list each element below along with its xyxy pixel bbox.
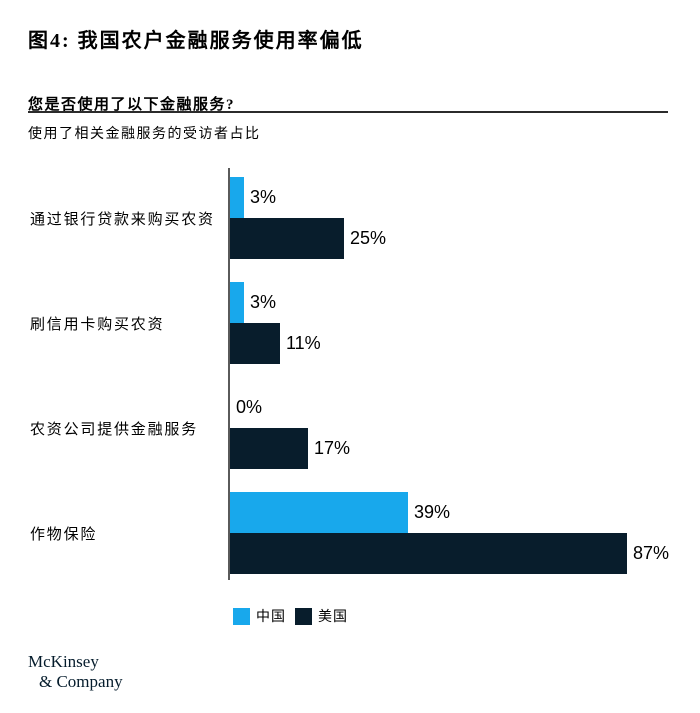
bar-group-0: 通过银行贷款来购买农资 3% 25% (0, 177, 700, 259)
bar-row-china: 39% (230, 492, 450, 533)
chart-question: 您是否使用了以下金融服务? (28, 97, 236, 113)
value-label: 39% (414, 502, 451, 522)
legend-swatch-icon (233, 607, 250, 625)
value-label: 3% (250, 187, 277, 207)
bar-china (230, 177, 244, 218)
bar-china (230, 282, 244, 323)
value-label: 11% (286, 333, 321, 353)
bar-row-china: 0% (230, 387, 262, 428)
bar-group-2: 农资公司提供金融服务 0% 17% (0, 387, 700, 469)
bar-us (230, 428, 308, 469)
value-label: 87% (633, 543, 670, 563)
legend-item-china: 中国 (233, 606, 286, 626)
mckinsey-logo: McKinsey & Company (28, 652, 123, 692)
logo-line2: & Company (39, 672, 123, 691)
value-label: 17% (314, 438, 351, 458)
legend-item-us: 美国 (295, 606, 348, 626)
bar-us (230, 323, 280, 364)
bar-group-3: 作物保险 39% 87% (0, 492, 700, 574)
legend-label: 美国 (318, 610, 348, 625)
bar-china (230, 492, 408, 533)
category-label: 通过银行贷款来购买农资 (30, 211, 215, 228)
bar-us (230, 533, 627, 574)
bar-us (230, 218, 344, 259)
bar-group-1: 刷信用卡购买农资 3% 11% (0, 282, 700, 364)
legend-swatch-icon (295, 607, 312, 625)
header-rule (28, 111, 668, 113)
category-label: 刷信用卡购买农资 (30, 316, 165, 333)
bar-row-us: 11% (230, 323, 321, 364)
bar-row-us: 17% (230, 428, 350, 469)
y-axis-line (228, 168, 230, 580)
legend-label: 中国 (256, 610, 286, 625)
bar-row-us: 87% (230, 533, 669, 574)
chart-description: 使用了相关金融服务的受访者占比 (28, 127, 261, 142)
value-label: 0% (236, 397, 263, 417)
value-label: 3% (250, 292, 277, 312)
bar-row-china: 3% (230, 282, 276, 323)
category-label: 作物保险 (30, 526, 98, 543)
bar-row-us: 25% (230, 218, 386, 259)
figure-title: 图4: 我国农户金融服务使用率偏低 (28, 30, 364, 52)
bar-row-china: 3% (230, 177, 276, 218)
logo-line1: McKinsey (28, 652, 99, 671)
chart-legend: 中国 美国 (233, 606, 348, 626)
bar-chart: 通过银行贷款来购买农资 3% 25% 刷信用卡购买农资 3% 11% 农资公司提供金融服务 0… (0, 168, 700, 583)
category-label: 农资公司提供金融服务 (30, 421, 199, 438)
value-label: 25% (350, 228, 387, 248)
